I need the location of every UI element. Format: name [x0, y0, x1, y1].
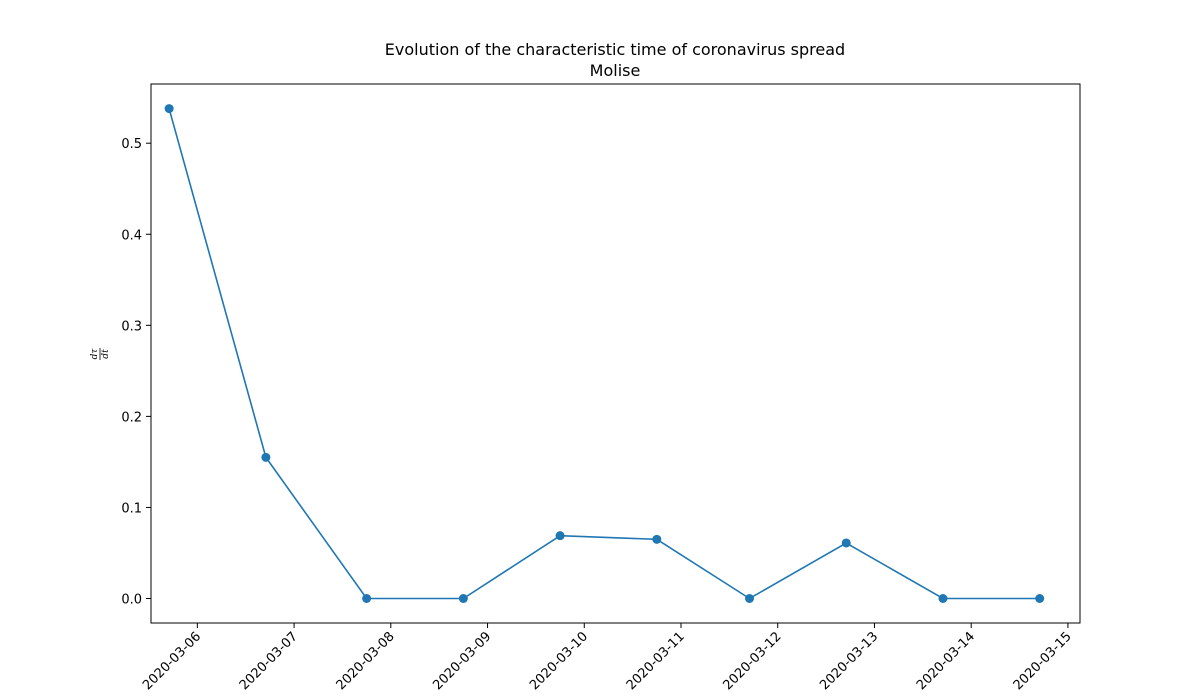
data-point	[745, 594, 755, 604]
y-axis-label-numerator: dτ	[90, 348, 100, 360]
chart-subtitle: Molise	[590, 61, 641, 80]
y-axis-label: dτ dt	[90, 348, 111, 360]
data-point	[938, 594, 948, 604]
x-tick-label: 2020-03-11	[624, 629, 688, 693]
x-tick-label: 2020-03-13	[817, 629, 881, 693]
x-tick-label: 2020-03-06	[140, 629, 204, 693]
chart-title: Evolution of the characteristic time of …	[385, 40, 845, 59]
data-point	[652, 534, 662, 544]
x-tick-label: 2020-03-14	[914, 629, 978, 693]
data-point	[555, 531, 565, 541]
x-axis-ticks: 2020-03-06 2020-03-07 2020-03-08 2020-03-09…	[140, 623, 1075, 693]
y-tick-label: 0.1	[121, 501, 142, 516]
y-tick-label: 0.0	[121, 593, 142, 608]
series-points	[164, 104, 1045, 604]
y-tick-label: 0.5	[121, 137, 142, 152]
x-tick-label: 2020-03-09	[430, 629, 494, 693]
y-axis-ticks: 0.0 0.1 0.2 0.3 0.4 0.5	[121, 137, 151, 608]
series-line	[168, 108, 1040, 600]
data-point	[841, 538, 851, 548]
x-tick-label: 2020-03-08	[334, 629, 398, 693]
x-tick-label: 2020-03-15	[1011, 629, 1075, 693]
data-point	[362, 594, 372, 604]
data-point	[458, 594, 468, 604]
y-tick-label: 0.4	[121, 228, 142, 243]
data-point	[164, 104, 174, 114]
x-tick-label: 2020-03-07	[237, 629, 301, 693]
data-point	[1035, 594, 1045, 604]
plot-area-frame	[150, 83, 1081, 624]
data-point	[261, 452, 271, 462]
x-tick-label: 2020-03-12	[721, 629, 785, 693]
y-tick-label: 0.3	[121, 319, 142, 334]
x-tick-label: 2020-03-10	[527, 629, 591, 693]
y-axis-label-denominator: dt	[101, 349, 111, 359]
y-tick-label: 0.2	[121, 410, 142, 425]
